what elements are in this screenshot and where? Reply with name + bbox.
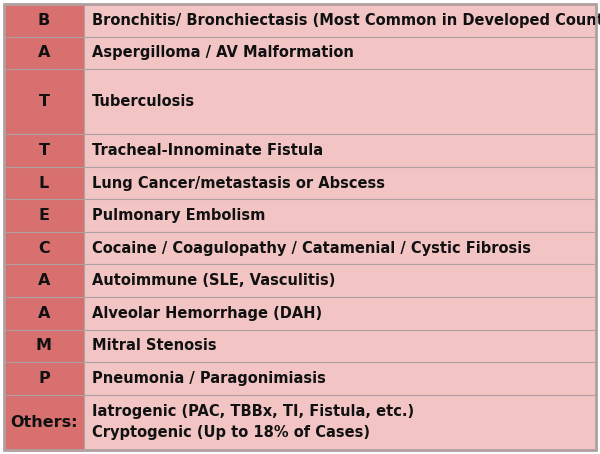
Text: Aspergilloma / AV Malformation: Aspergilloma / AV Malformation [92,45,354,60]
Text: Alveolar Hemorrhage (DAH): Alveolar Hemorrhage (DAH) [92,306,322,321]
Bar [84,297,596,330]
Text: M: M [36,338,52,353]
Bar [4,4,84,37]
Bar [4,37,84,69]
Text: Autoimmune (SLE, Vasculitis): Autoimmune (SLE, Vasculitis) [92,273,335,288]
Text: C: C [38,241,50,256]
Bar [4,362,84,395]
Text: Bronchitis/ Bronchiectasis (Most Common in Developed Countries): Bronchitis/ Bronchiectasis (Most Common … [92,13,600,28]
Bar [84,167,596,199]
Text: Pulmonary Embolism: Pulmonary Embolism [92,208,265,223]
Text: Mitral Stenosis: Mitral Stenosis [92,338,217,353]
Text: Tracheal-Innominate Fistula: Tracheal-Innominate Fistula [92,143,323,158]
Text: A: A [38,306,50,321]
Bar [84,330,596,362]
Text: P: P [38,371,50,386]
Bar [4,264,84,297]
Text: L: L [39,176,49,191]
Text: A: A [38,45,50,60]
Bar [84,199,596,232]
Text: Tuberculosis: Tuberculosis [92,94,195,109]
Bar [84,37,596,69]
Bar [4,232,84,264]
Bar [4,69,84,134]
Text: Iatrogenic (PAC, TBBx, TI, Fistula, etc.)
Cryptogenic (Up to 18% of Cases): Iatrogenic (PAC, TBBx, TI, Fistula, etc.… [92,405,414,440]
Bar [84,4,596,37]
Text: Pneumonia / Paragonimiasis: Pneumonia / Paragonimiasis [92,371,326,386]
Text: T: T [38,94,49,109]
Text: A: A [38,273,50,288]
Bar [84,232,596,264]
Text: E: E [38,208,49,223]
Bar [4,199,84,232]
Text: Lung Cancer/metastasis or Abscess: Lung Cancer/metastasis or Abscess [92,176,385,191]
Text: T: T [38,143,49,158]
Text: Cocaine / Coagulopathy / Catamenial / Cystic Fibrosis: Cocaine / Coagulopathy / Catamenial / Cy… [92,241,531,256]
Bar [84,134,596,167]
Bar [84,69,596,134]
Bar [84,264,596,297]
Bar [84,362,596,395]
Bar [4,167,84,199]
Bar [4,297,84,330]
Bar [4,134,84,167]
Bar [4,395,84,450]
Text: Others:: Others: [10,415,78,430]
Bar [84,395,596,450]
Bar [4,330,84,362]
Text: B: B [38,13,50,28]
